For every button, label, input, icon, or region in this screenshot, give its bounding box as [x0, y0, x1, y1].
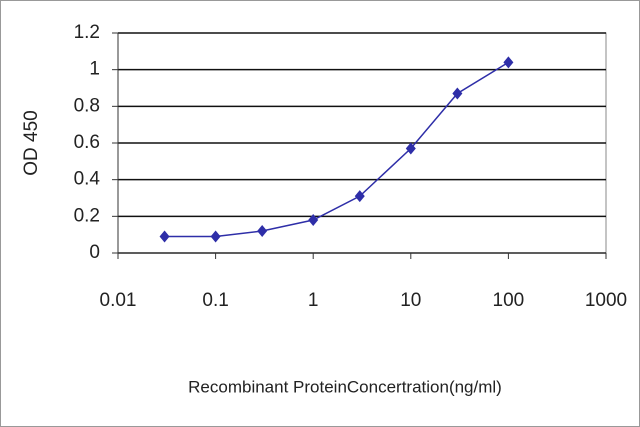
data-point	[405, 142, 416, 155]
x-tick-label: 100	[493, 290, 525, 311]
data-point	[257, 225, 268, 237]
y-tick-label: 1.2	[74, 22, 100, 43]
data-point	[159, 230, 170, 243]
data-point	[452, 87, 463, 100]
x-tick-label: 1	[308, 290, 319, 311]
x-tick-label: 1000	[585, 290, 627, 311]
y-tick-label: 0.6	[74, 132, 100, 153]
x-axis-label: Recombinant ProteinConcertration(ng/ml)	[188, 377, 502, 396]
y-tick-label: 0.4	[74, 169, 101, 190]
series-line	[164, 61, 509, 238]
y-tick-label: 0.8	[74, 95, 100, 116]
x-tick-label: 0.1	[202, 290, 228, 311]
y-axis-label: OD 450	[21, 110, 42, 175]
y-tick-label: 0	[89, 242, 100, 263]
data-point	[210, 230, 221, 243]
y-tick-label: 1	[89, 59, 100, 80]
data-point	[354, 190, 365, 203]
x-tick-label: 0.01	[100, 290, 137, 311]
x-tick-label: 10	[400, 290, 421, 311]
y-tick-label: 0.2	[74, 205, 100, 226]
data-point	[308, 214, 319, 226]
data-point	[503, 56, 514, 69]
